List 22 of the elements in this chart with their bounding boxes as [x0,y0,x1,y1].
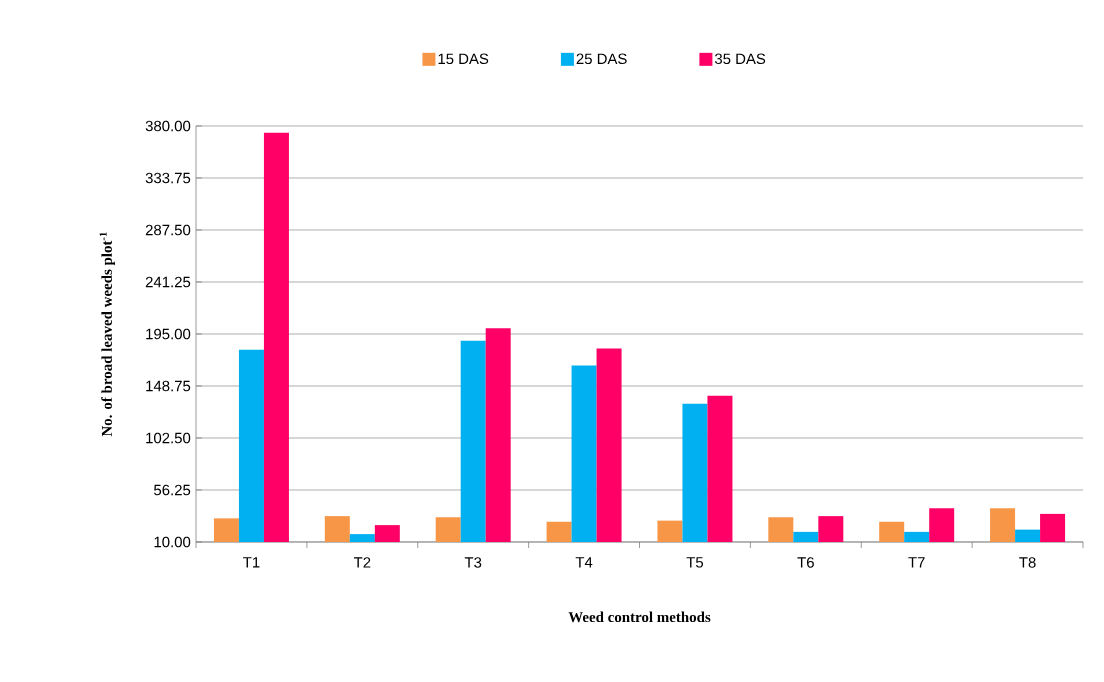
y-tick-label: 241.25 [145,276,191,288]
y-tick-label: 380.00 [145,120,191,132]
legend-label: 15 DAS [438,53,489,65]
y-tick-label: 333.75 [145,172,191,184]
y-tick-label: 195.00 [146,328,191,340]
y-tick-label: 287.50 [145,224,191,236]
y-tick-label: 102.50 [146,432,191,444]
y-tick-label: 56.25 [154,484,191,496]
y-tick-label: 148.75 [146,380,191,392]
y-axis-title: No. of broad leaved weeds plot$^{-1}$ [99,232,115,437]
x-tick-label: T2 [353,557,371,568]
x-axis-title: Weed control methods [568,611,711,623]
y-tick-label: 10.00 [154,536,191,548]
x-tick-label: T5 [686,557,704,568]
legend-label: 25 DAS [576,53,627,65]
x-tick-label: T1 [243,557,260,568]
legend-label: 35 DAS [714,53,766,65]
x-tick-label: T3 [464,557,482,568]
x-tick-label: T6 [797,557,814,568]
x-tick-label: T8 [1019,557,1036,568]
x-tick-label: T4 [575,557,593,568]
x-tick-label: T7 [908,557,925,568]
